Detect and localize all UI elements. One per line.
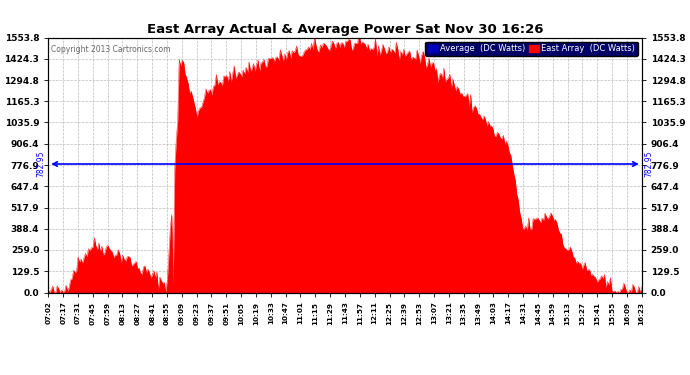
Text: 782.95: 782.95 — [644, 151, 653, 177]
Legend: Average  (DC Watts), East Array  (DC Watts): Average (DC Watts), East Array (DC Watts… — [425, 42, 638, 56]
Text: 782.95: 782.95 — [37, 151, 46, 177]
Title: East Array Actual & Average Power Sat Nov 30 16:26: East Array Actual & Average Power Sat No… — [147, 23, 543, 36]
Text: Copyright 2013 Cartronics.com: Copyright 2013 Cartronics.com — [51, 45, 170, 54]
